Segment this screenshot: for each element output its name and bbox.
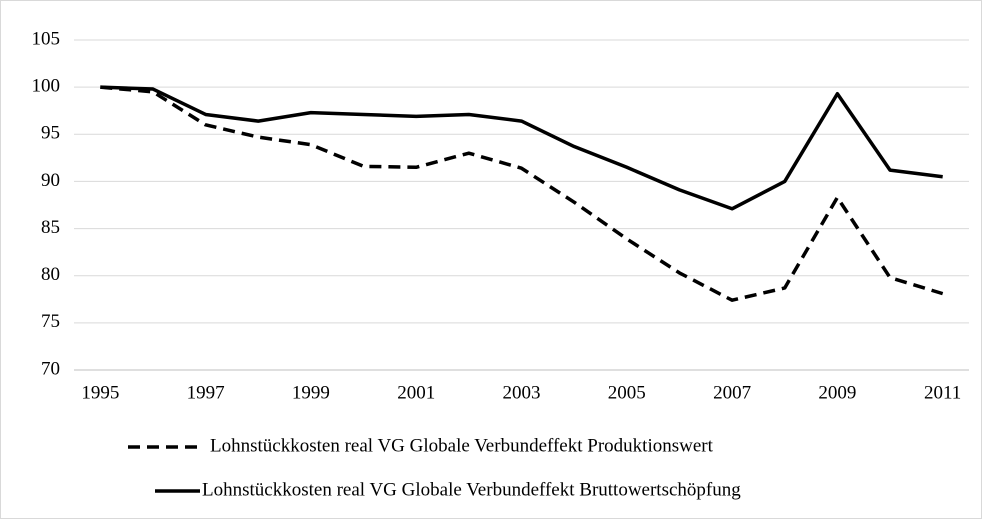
x-tick-label: 2007: [713, 382, 751, 403]
x-tick-label: 2011: [924, 382, 961, 403]
series-line: [100, 85, 943, 211]
x-tick-label: 1995: [81, 382, 119, 403]
series-line: [100, 85, 944, 302]
y-tick-label: 85: [41, 217, 60, 238]
y-tick-label: 75: [41, 311, 60, 332]
x-tick-label: 1999: [292, 382, 330, 403]
x-tick-label: 2001: [397, 382, 435, 403]
y-tick-label: 80: [41, 264, 60, 285]
x-tick-label: 1997: [187, 382, 225, 403]
y-tick-label: 70: [41, 358, 60, 379]
y-tick-label: 105: [32, 28, 61, 49]
legend-label: Lohnstückkosten real VG Globale Verbunde…: [210, 435, 714, 456]
x-tick-label: 2003: [503, 382, 541, 403]
y-tick-label: 100: [32, 76, 61, 97]
legend-label: Lohnstückkosten real VG Globale Verbunde…: [202, 479, 741, 500]
y-tick-label: 90: [41, 170, 60, 191]
y-tick-label: 95: [41, 123, 60, 144]
x-tick-label: 2009: [818, 382, 856, 403]
x-tick-label: 2005: [608, 382, 646, 403]
